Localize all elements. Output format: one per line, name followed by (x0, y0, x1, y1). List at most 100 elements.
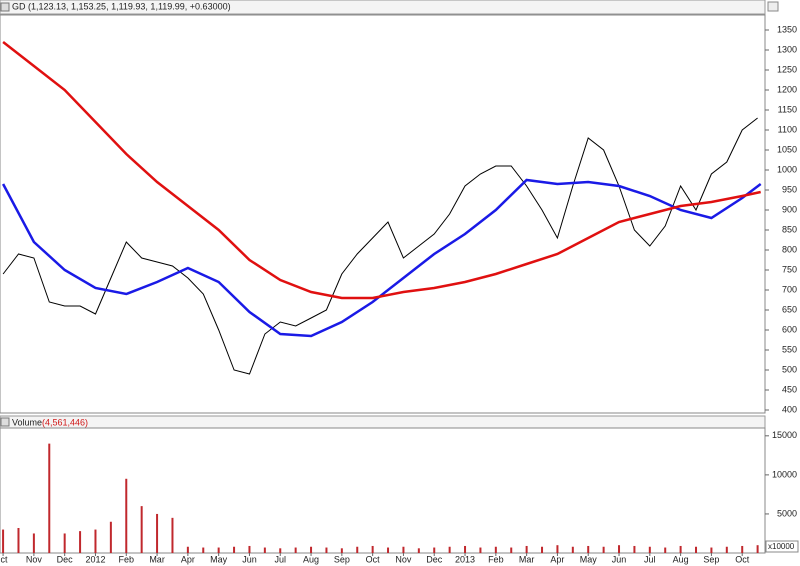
x-tick-label: Mar (519, 554, 535, 564)
volume-bar (17, 528, 20, 553)
unit-box (765, 540, 799, 553)
x-tick-label: Aug (673, 554, 689, 564)
volume-bar (32, 533, 35, 553)
unit-label: x10000 (768, 542, 795, 551)
volume-title: Volume (12, 417, 42, 427)
volume-bar (263, 547, 266, 553)
volume-bar (679, 545, 682, 553)
x-tick-label: Nov (26, 554, 43, 564)
y-tick-label: 15000 (772, 430, 797, 440)
volume-bar (217, 547, 220, 553)
volume-bar (525, 545, 528, 553)
y-tick-label: 1000 (777, 164, 797, 174)
price-title: GD (1,123.13, 1,153.25, 1,119.93, 1,119.… (12, 1, 231, 11)
x-tick-label: 2013 (455, 554, 475, 564)
volume-bar (510, 547, 513, 553)
y-tick-label: 1350 (777, 24, 797, 34)
y-tick-label: 850 (782, 224, 797, 234)
volume-bar (156, 513, 159, 553)
volume-bar (402, 546, 405, 553)
price-panel (0, 14, 766, 414)
moving-average (1, 178, 762, 338)
y-tick-label: 500 (782, 364, 797, 374)
volume-bar (310, 546, 313, 553)
title-icon (0, 2, 10, 12)
volume-bar (63, 533, 66, 553)
x-tick-label: Jun (612, 554, 627, 564)
y-tick-label: 1150 (778, 104, 797, 114)
volume-bar (633, 545, 636, 553)
volume-bar (664, 547, 667, 553)
volume-bar (325, 547, 328, 553)
volume-bar (294, 547, 297, 553)
volume-bar (140, 506, 143, 553)
volume-bar (648, 546, 651, 553)
volume-bar (202, 547, 205, 553)
volume-title-bar (0, 415, 766, 429)
title-icon (0, 417, 10, 427)
volume-bar (741, 545, 744, 553)
volume-bar (248, 545, 251, 553)
y-tick-label: 450 (782, 384, 797, 394)
y-tick-label: 750 (782, 264, 797, 274)
y-tick-label: 900 (782, 204, 797, 214)
volume-bar (171, 517, 174, 553)
panel-button[interactable] (767, 1, 779, 12)
y-tick-label: 1250 (777, 64, 797, 74)
y-tick-label: 400 (782, 404, 797, 414)
y-tick-label: 1200 (777, 84, 797, 94)
y-tick-label: 1100 (778, 124, 797, 134)
x-tick-label: Dec (426, 554, 443, 564)
volume-bar (556, 545, 559, 553)
volume-bar (417, 548, 420, 553)
y-tick-label: 700 (782, 284, 797, 294)
volume-bar (125, 478, 128, 553)
x-tick-label: Feb (119, 554, 135, 564)
moving-average (2, 41, 761, 300)
volume-bar (464, 545, 467, 553)
volume-bar (48, 443, 51, 553)
volume-bar (587, 545, 590, 553)
volume-panel (0, 427, 766, 554)
volume-bar (618, 545, 621, 553)
y-tick-label: 5000 (777, 508, 797, 518)
volume-bar (2, 529, 5, 553)
price-title-bar (0, 0, 766, 15)
x-tick-label: Jul (644, 554, 656, 564)
volume-bar (571, 546, 574, 553)
x-tick-label: May (210, 554, 228, 564)
volume-bar (479, 547, 482, 553)
y-tick-label: 10000 (772, 469, 797, 479)
volume-bar (710, 547, 713, 553)
x-tick-label: Mar (149, 554, 165, 564)
volume-bar (94, 529, 97, 553)
volume-bar (233, 546, 236, 553)
volume-bar (541, 546, 544, 553)
volume-bar (79, 531, 82, 553)
x-tick-label: May (580, 554, 598, 564)
x-tick-label: 2012 (85, 554, 105, 564)
volume-bar (186, 546, 189, 553)
x-tick-label: Apr (181, 554, 195, 564)
volume-bar (356, 546, 359, 553)
x-tick-label: Oct (366, 554, 381, 564)
y-tick-label: 600 (782, 324, 797, 334)
y-tick-label: 1050 (777, 144, 797, 154)
y-tick-label: 950 (782, 184, 797, 194)
volume-bar (448, 546, 451, 553)
x-tick-label: Dec (57, 554, 74, 564)
x-tick-label: Feb (488, 554, 504, 564)
y-tick-label: 650 (782, 304, 797, 314)
volume-bar (433, 547, 436, 553)
x-tick-label: Nov (395, 554, 412, 564)
x-tick-label: Oct (735, 554, 750, 564)
volume-bar (387, 547, 390, 553)
volume-bar (725, 546, 728, 553)
volume-bar (494, 546, 497, 553)
y-tick-label: 800 (782, 244, 797, 254)
x-tick-label: Sep (703, 554, 719, 564)
volume-bar (109, 521, 112, 553)
